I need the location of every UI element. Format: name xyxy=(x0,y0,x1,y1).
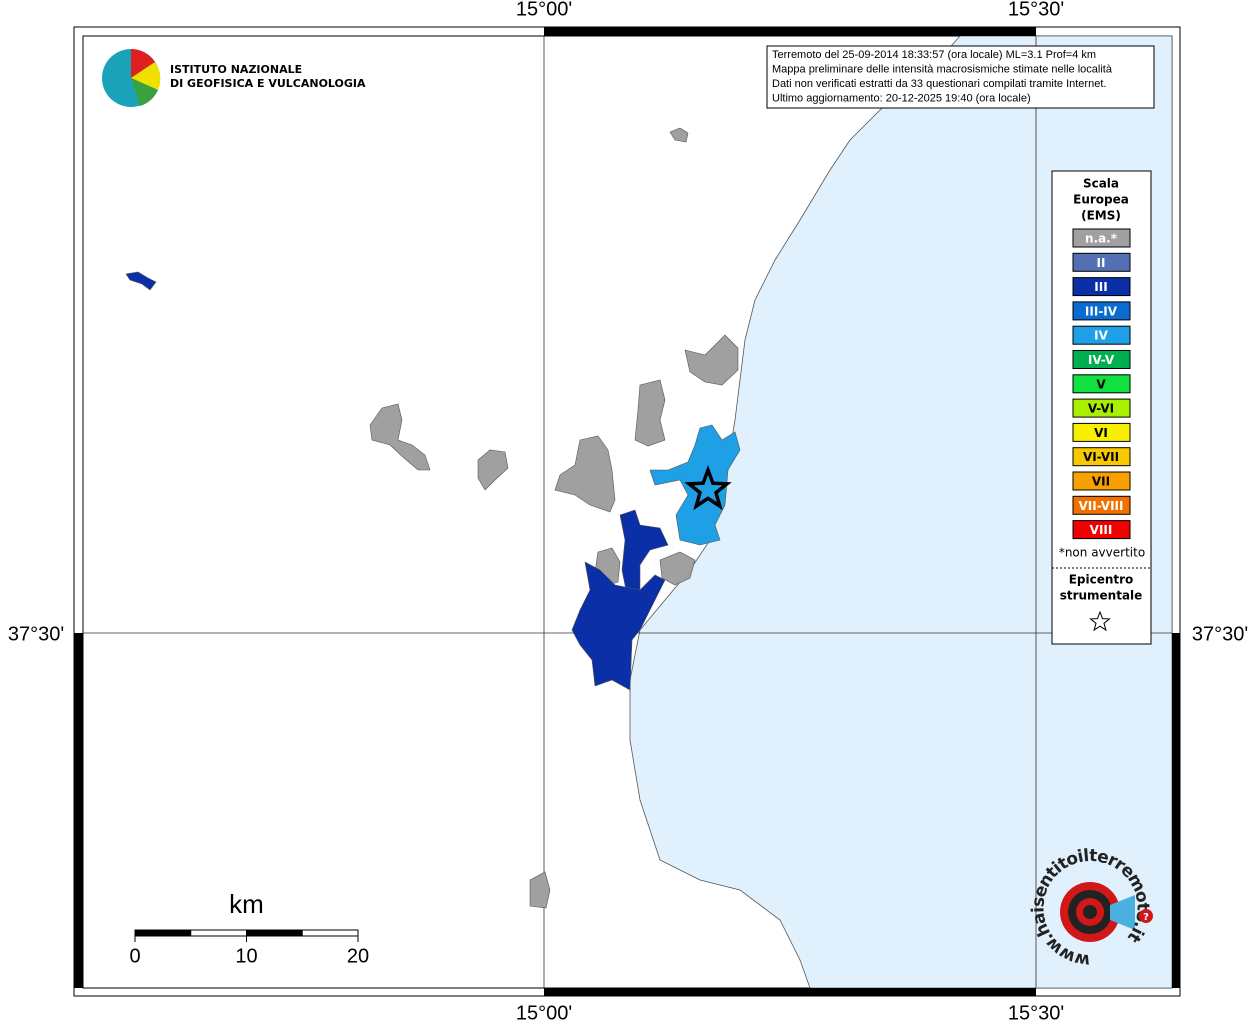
scale-label: 10 xyxy=(235,945,257,967)
legend-label: VII-VIII xyxy=(1078,499,1123,513)
sea xyxy=(629,35,1173,989)
border-segment xyxy=(1172,633,1180,988)
legend-label: II xyxy=(1097,256,1106,270)
legend-swatch xyxy=(1072,520,1131,540)
scale-segment xyxy=(246,929,303,937)
legend-swatch xyxy=(1072,350,1131,369)
logo-segment xyxy=(131,62,161,90)
legend-swatch xyxy=(1072,325,1131,345)
ingv-logo: ISTITUTO NAZIONALE DI GEOFISICA E VULCAN… xyxy=(102,49,366,107)
legend-label: n.a.* xyxy=(1085,232,1118,246)
logo-speaker xyxy=(1110,895,1135,930)
logo-text: DI GEOFISICA E VULCANOLOGIA xyxy=(170,77,366,90)
legend-swatch xyxy=(1072,301,1131,321)
legend-label: VII xyxy=(1092,475,1110,489)
scale-bar: 0 10 20 km xyxy=(129,889,369,967)
legend-title: Europea xyxy=(1073,193,1129,207)
legend-swatch xyxy=(1072,471,1131,491)
municipality xyxy=(571,561,666,691)
scale-segment xyxy=(190,929,247,937)
logo-text: ISTITUTO NAZIONALE xyxy=(170,63,302,76)
scale-label: 0 xyxy=(129,945,140,967)
lon-label: 15°00' xyxy=(516,1002,572,1024)
municipality xyxy=(619,509,669,601)
border-segment xyxy=(544,988,1036,996)
border-segment xyxy=(544,27,1036,36)
lon-label: 15°30' xyxy=(1008,1002,1064,1024)
logo-dot xyxy=(1139,909,1153,923)
legend-label: VIII xyxy=(1090,523,1113,537)
municipality xyxy=(634,379,666,447)
legend-swatch xyxy=(1072,277,1131,297)
municipality xyxy=(477,449,509,491)
legend-swatch xyxy=(1072,447,1131,467)
legend-note: *non avvertito xyxy=(1059,546,1145,560)
municipality xyxy=(669,127,689,143)
legend-epicenter: Epicentro xyxy=(1069,573,1134,587)
logo-segment xyxy=(131,78,158,106)
legend-title: Scala xyxy=(1083,177,1119,191)
scale-segment xyxy=(301,929,359,937)
scale-segment xyxy=(134,929,192,937)
scale-unit: km xyxy=(229,889,264,919)
municipality xyxy=(125,271,157,291)
info-box xyxy=(766,45,1155,109)
epicenter xyxy=(684,464,732,511)
info-line: Terremoto del 25-09-2014 18:33:57 (ora l… xyxy=(772,49,1096,61)
legend-title: (EMS) xyxy=(1081,209,1121,223)
info-line: Mappa preliminare delle intensità macros… xyxy=(772,63,1113,75)
lon-label: 15°00' xyxy=(516,0,572,20)
municipality xyxy=(554,435,616,513)
logo-segment xyxy=(131,49,155,78)
lat-label: 37°30' xyxy=(8,623,64,645)
legend-label: VI-VII xyxy=(1083,450,1119,464)
legend-label: III xyxy=(1094,280,1107,294)
legend-label: III-IV xyxy=(1085,304,1118,318)
municipality xyxy=(659,551,696,586)
border-segment xyxy=(74,633,83,988)
legend-epicenter: strumentale xyxy=(1060,589,1143,603)
legend-swatch xyxy=(1072,398,1131,418)
municipality xyxy=(684,334,739,386)
legend-star xyxy=(1089,610,1111,632)
info-lines: Terremoto del 25-09-2014 18:33:57 (ora l… xyxy=(772,49,1113,105)
legend-label: IV-V xyxy=(1088,353,1115,367)
logo-ring xyxy=(1083,905,1097,919)
legend: ScalaEuropea(EMS)n.a.*IIIIIIII-IVIVIV-VV… xyxy=(1052,177,1151,632)
logo-mark: ? xyxy=(1143,912,1149,923)
info-line: Dati non verificati estratti da 33 quest… xyxy=(772,78,1106,90)
info-line: Ultimo aggiornamento: 20-12-2025 19:40 (… xyxy=(772,92,1031,104)
legend-label: IV xyxy=(1094,329,1108,343)
legend-swatch xyxy=(1072,228,1131,248)
scale-label: 20 xyxy=(347,945,369,967)
legend-swatch xyxy=(1072,252,1131,272)
municipality xyxy=(529,871,551,909)
municipality xyxy=(369,403,431,471)
lat-label: 37°30' xyxy=(1192,623,1248,645)
legend-swatch xyxy=(1072,495,1131,515)
legend-label: VI xyxy=(1094,426,1108,440)
legend-label: V-VI xyxy=(1088,402,1114,416)
legend-label: V xyxy=(1096,377,1106,391)
legend-swatch xyxy=(1072,374,1131,394)
lon-label: 15°30' xyxy=(1008,0,1064,20)
legend-swatch xyxy=(1072,422,1131,442)
